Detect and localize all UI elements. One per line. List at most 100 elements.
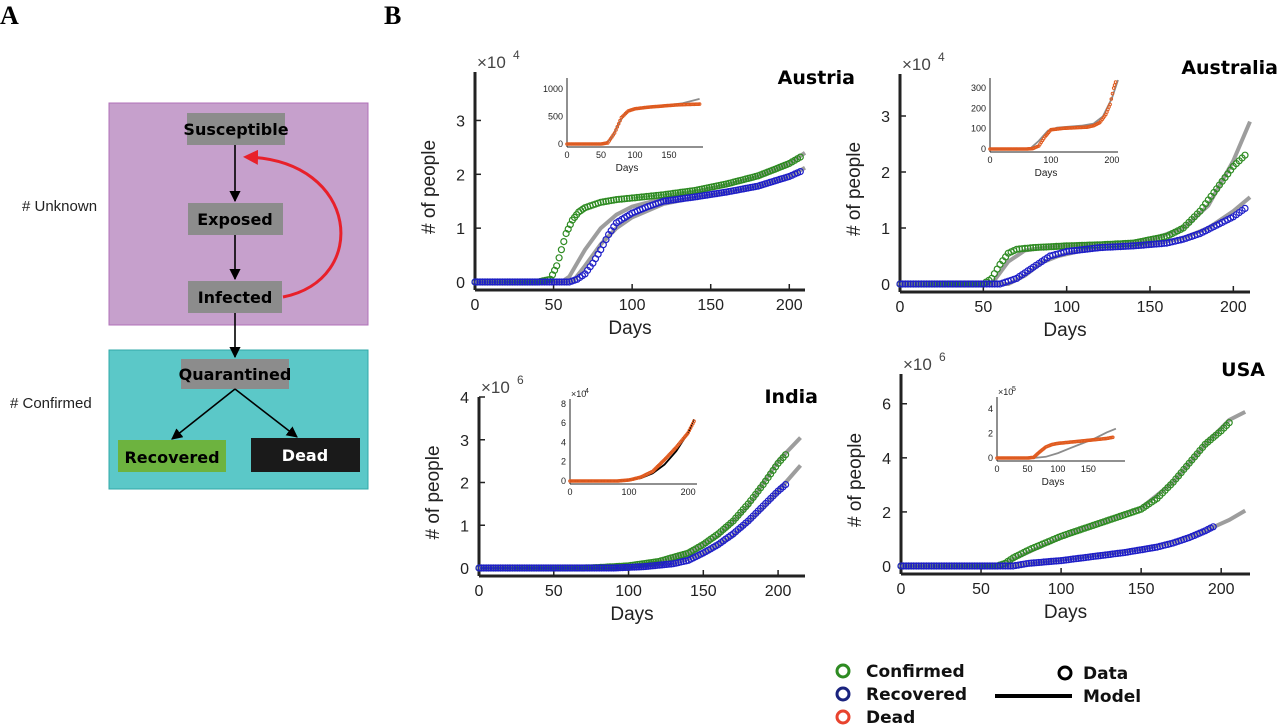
data-point (489, 564, 497, 572)
data-point (597, 564, 606, 572)
data-point (486, 278, 494, 286)
data-point (508, 278, 516, 286)
data-point (480, 564, 488, 572)
data-point (1133, 546, 1142, 555)
data-point (1114, 243, 1122, 251)
exposed-box (188, 203, 283, 235)
data-point (1037, 243, 1045, 251)
data-point (1004, 562, 1012, 570)
recovered-label: Recovered (124, 448, 219, 467)
data-point (653, 561, 661, 569)
data-point (548, 278, 556, 286)
data-point (478, 278, 486, 286)
data-point (1047, 557, 1055, 566)
data-point (1143, 545, 1151, 553)
data-point (915, 562, 923, 570)
data-point (686, 194, 694, 202)
data-point (477, 564, 485, 572)
data-point (1128, 547, 1137, 555)
data-point (1080, 245, 1089, 253)
data-point (638, 193, 646, 201)
data-point (917, 280, 925, 288)
data-point (501, 564, 509, 572)
quarantined-label: Quarantined (179, 365, 292, 384)
data-point (475, 564, 483, 572)
data-point (1160, 239, 1168, 247)
data-point (588, 564, 596, 572)
data-point (547, 564, 555, 572)
data-point (1142, 241, 1150, 249)
data-point (991, 280, 999, 288)
data-point (933, 562, 941, 570)
data-point (1096, 244, 1104, 252)
inset-x-axis-title: Days (1035, 168, 1058, 179)
x-tick-label: 0 (897, 581, 906, 598)
data-point (1116, 549, 1124, 557)
data-point (545, 564, 553, 572)
data-point (701, 191, 709, 199)
data-point (645, 192, 653, 200)
data-point (655, 561, 664, 569)
data-point (501, 278, 509, 286)
data-point (1155, 240, 1163, 248)
data-point (612, 564, 620, 572)
inset-y-tick-label: 2 (561, 457, 566, 467)
data-point (535, 564, 543, 572)
data-point (956, 280, 965, 288)
data-point (649, 562, 657, 570)
data-point (961, 562, 969, 570)
chart-title: USA (1221, 359, 1265, 381)
data-point (976, 562, 984, 570)
data-point (485, 564, 493, 572)
x-tick-label: 0 (471, 297, 480, 314)
data-point (925, 562, 933, 570)
model-line-confirmed (475, 151, 807, 284)
data-point (528, 278, 536, 286)
data-point (481, 278, 489, 286)
data-point (566, 564, 574, 572)
data-point (796, 168, 804, 176)
data-point (1083, 245, 1091, 253)
y-axis-title: # of people (844, 142, 865, 236)
data-point (496, 278, 504, 286)
inset-data-point (1109, 97, 1114, 101)
data-point (471, 278, 479, 286)
data-point (523, 564, 531, 572)
x-tick-label: 150 (697, 297, 724, 314)
data-point (491, 278, 499, 286)
data-point (950, 562, 959, 570)
data-point (914, 280, 923, 288)
data-point (1035, 558, 1043, 567)
data-point (581, 564, 589, 572)
data-point (922, 280, 930, 288)
data-point (897, 562, 905, 570)
data-point (660, 560, 668, 569)
inset-y-tick-label: 0 (561, 476, 566, 486)
data-point (1136, 546, 1144, 554)
inset-data-point (1111, 435, 1115, 440)
data-point (542, 564, 550, 572)
y-scale-label: ×10 (477, 53, 506, 72)
data-point (725, 188, 733, 196)
data-point (533, 278, 541, 286)
data-point (684, 194, 692, 202)
data-point (1209, 523, 1217, 531)
data-point (669, 196, 677, 204)
data-point (1094, 552, 1102, 560)
y-axis-title: # of people (419, 140, 440, 234)
data-point (985, 280, 994, 288)
y-scale-label: ×10 (902, 55, 931, 74)
data-point (518, 564, 526, 572)
data-point (927, 280, 936, 288)
data-point (1070, 247, 1079, 255)
unknown-label: # Unknown (22, 198, 97, 215)
inset-x-tick-label: 200 (681, 487, 696, 497)
data-point (1104, 551, 1112, 559)
data-point (557, 564, 565, 572)
x-axis-title: Days (610, 604, 653, 625)
chart-title: India (764, 386, 818, 408)
legend: Confirmed Recovered Dead Data Model (835, 662, 1141, 728)
legend-recovered-marker (835, 686, 851, 702)
data-point (600, 564, 608, 572)
